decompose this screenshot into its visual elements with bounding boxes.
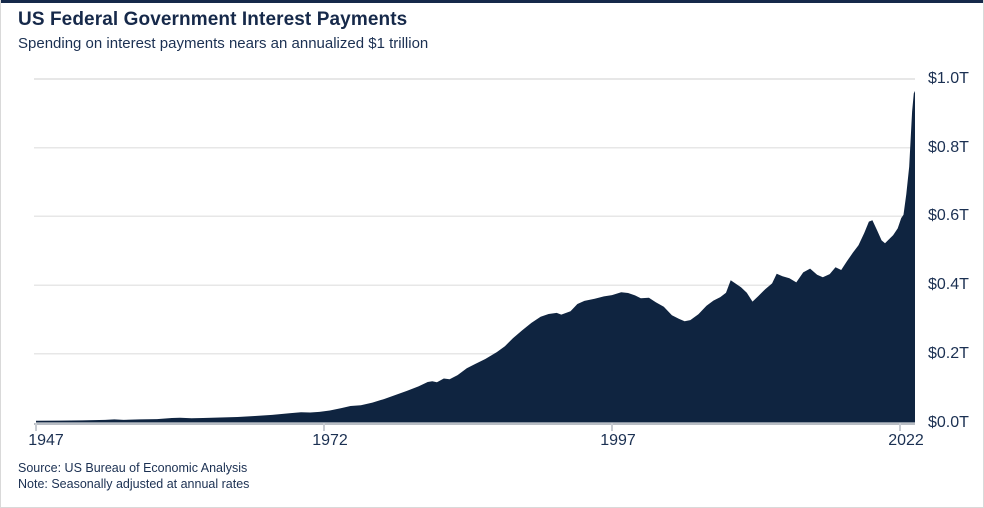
top-accent-bar (1, 0, 983, 3)
y-axis-label: $0.6T (928, 207, 969, 224)
x-axis-label: 2022 (888, 432, 924, 449)
chart-subtitle: Spending on interest payments nears an a… (18, 35, 429, 52)
area-series (36, 91, 915, 423)
y-axis-label: $0.8T (928, 139, 969, 156)
x-axis-label: 1947 (28, 432, 64, 449)
y-axis-label: $0.0T (928, 414, 969, 431)
x-axis-label: 1997 (600, 432, 636, 449)
y-axis-label: $0.2T (928, 345, 969, 362)
y-axis-label: $0.4T (928, 276, 969, 293)
source-note-block: Source: US Bureau of Economic Analysis N… (18, 460, 249, 492)
chart-title: US Federal Government Interest Payments (18, 9, 408, 30)
note-text: Note: Seasonally adjusted at annual rate… (18, 477, 250, 491)
source-text: Source: US Bureau of Economic Analysis (18, 461, 248, 475)
x-axis-label: 1972 (312, 432, 348, 449)
y-axis-label: $1.0T (928, 70, 969, 87)
